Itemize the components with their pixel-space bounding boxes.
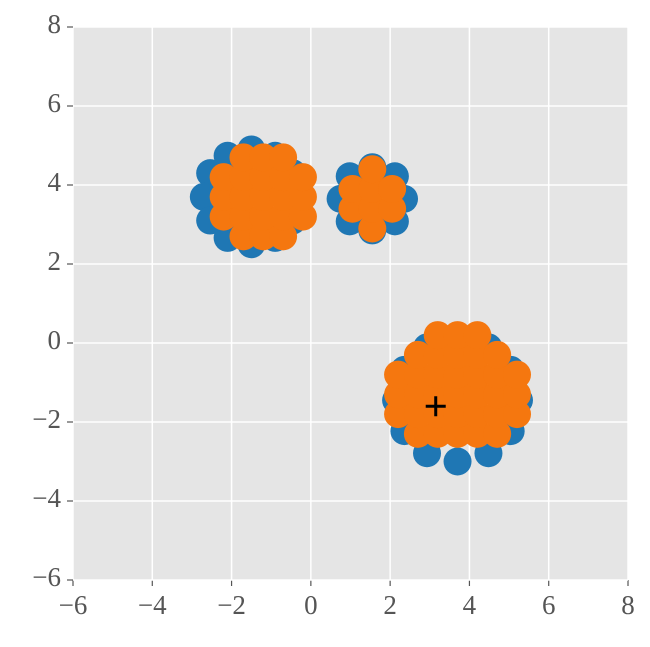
scatter-point — [463, 321, 492, 350]
y-tick-label: 2 — [48, 246, 62, 276]
x-tick-label: 2 — [383, 590, 397, 620]
scatter-point — [403, 400, 432, 429]
x-tick-label: 4 — [463, 590, 477, 620]
scatter-point — [229, 143, 258, 172]
scatter-point — [443, 419, 472, 448]
scatter-point — [288, 182, 317, 211]
scatter-point — [483, 380, 512, 409]
scatter-point — [209, 163, 238, 192]
scatter-point — [443, 321, 472, 350]
scatter-point — [423, 419, 452, 448]
scatter-point — [269, 163, 298, 192]
marker-plus — [425, 396, 446, 417]
scatter-point — [358, 155, 387, 184]
y-tick-label: 0 — [48, 325, 62, 355]
scatter-point — [358, 194, 387, 223]
scatter-point — [403, 360, 432, 389]
scatter-point — [269, 143, 298, 172]
y-tick-label: 4 — [48, 167, 62, 197]
scatter-point — [358, 214, 387, 243]
scatter-point — [483, 340, 512, 369]
scatter-point — [483, 419, 512, 448]
x-tick-label: 6 — [542, 590, 556, 620]
scatter-point — [249, 163, 278, 192]
scatter-point — [443, 447, 472, 476]
scatter-point — [463, 340, 492, 369]
y-tick-label: 6 — [48, 88, 62, 118]
scatter-point — [463, 400, 492, 429]
x-tick-label: −4 — [138, 590, 167, 620]
scatter-point — [209, 202, 238, 231]
scatter-point — [249, 143, 278, 172]
scatter-point — [269, 182, 298, 211]
scatter-point — [229, 163, 258, 192]
y-tick-label: −6 — [32, 562, 61, 592]
scatter-point — [403, 340, 432, 369]
scatter-point — [229, 202, 258, 231]
y-tick-label: −4 — [32, 483, 61, 513]
scatter-point — [378, 174, 407, 203]
scatter-point — [269, 202, 298, 231]
scatter-point — [358, 174, 387, 203]
scatter-point — [403, 419, 432, 448]
scatter-point — [423, 380, 452, 409]
y-tick-label: −2 — [32, 404, 61, 434]
scatter-point — [503, 380, 531, 409]
scatter-point — [503, 360, 531, 389]
plot-area — [73, 27, 628, 580]
scatter-point — [229, 182, 258, 211]
scatter-point — [443, 400, 472, 429]
x-tick-label: 8 — [621, 590, 635, 620]
scatter-point — [338, 174, 367, 203]
scatter-point — [229, 222, 258, 251]
scatter-point — [249, 202, 278, 231]
scatter-point — [249, 222, 278, 251]
scatter-point — [463, 419, 492, 448]
y-tick-label: 8 — [48, 9, 62, 39]
scatter-point — [463, 380, 492, 409]
scatter-point — [378, 194, 407, 223]
scatter-point — [288, 163, 317, 192]
scatter-point — [463, 360, 492, 389]
scatter-point — [249, 182, 278, 211]
scatter-point — [423, 360, 452, 389]
x-tick-label: −6 — [59, 590, 88, 620]
scatter-point — [483, 400, 512, 429]
scatter-point — [384, 380, 413, 409]
scatter-point — [269, 222, 298, 251]
scatter-point — [423, 340, 452, 369]
scatter-point — [483, 360, 512, 389]
scatter-point — [288, 202, 317, 231]
scatter-point — [403, 380, 432, 409]
scatter-point — [443, 360, 472, 389]
scatter-point — [384, 360, 413, 389]
x-tick-label: −2 — [217, 590, 246, 620]
scatter-point — [209, 182, 238, 211]
scatter-point — [189, 182, 218, 211]
scatter-point — [338, 194, 367, 223]
scatter-point — [443, 340, 472, 369]
x-tick-label: 0 — [304, 590, 318, 620]
scatter-point — [384, 400, 413, 429]
scatter-point — [423, 321, 452, 350]
scatter-point — [503, 400, 531, 429]
scatter-point — [443, 380, 472, 409]
